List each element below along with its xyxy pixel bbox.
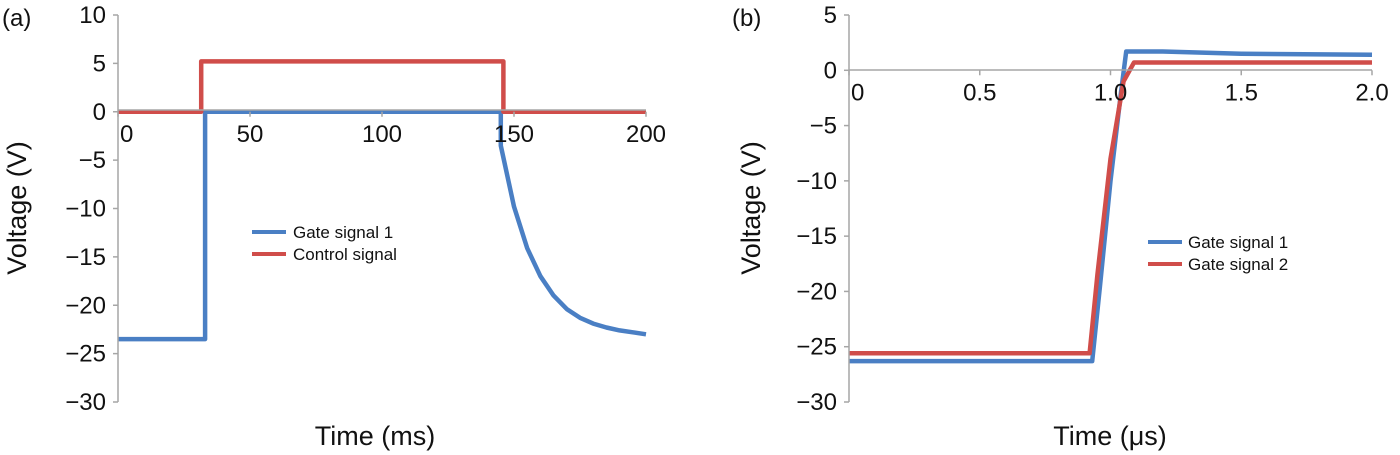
panel-b-xtick-label: 0 xyxy=(851,79,864,106)
panel-b-ticks: 5 0 −5 −10 −15 −20 −25 −30 0 0.5 1.0 1.5 2.0 xyxy=(796,2,1388,416)
panel-a-xtick-label: 200 xyxy=(626,121,666,148)
panel-a-xtick-label: 50 xyxy=(237,121,264,148)
panel-b-ytick-label: −30 xyxy=(796,389,837,416)
panel-b-ytick-label: −10 xyxy=(796,168,837,195)
panel-b-label: (b) xyxy=(732,5,761,32)
panel-b-ylabel: Voltage (V) xyxy=(736,141,766,275)
panel-a-legend-label-control: Control signal xyxy=(293,245,397,264)
panel-b-xtick-label: 1.0 xyxy=(1094,79,1127,106)
panel-a-legend-label-gate1: Gate signal 1 xyxy=(293,223,393,242)
panel-b-xlabel: Time (μs) xyxy=(1053,421,1167,451)
panel-a-ytick-label: 0 xyxy=(93,99,106,126)
panel-a-xlabel: Time (ms) xyxy=(315,421,435,451)
panel-b-series-2-line xyxy=(849,60,1372,356)
panel-b-ytick-label: −5 xyxy=(810,113,837,140)
panel-b: (b) 5 0 −5 −10 −15 −20 −25 −30 0 0.5 1.0 1.5 2.0 Tim… xyxy=(732,2,1389,451)
panel-b-legend-label-gate2: Gate signal 2 xyxy=(1188,255,1288,274)
panel-a-series-1-line xyxy=(118,109,647,342)
panel-a-label: (a) xyxy=(2,5,31,32)
panel-a-ytick-label: −10 xyxy=(65,196,106,223)
panel-a-series-2-line xyxy=(118,59,646,115)
panel-b-ytick-label: −20 xyxy=(796,278,837,305)
panel-b-series-layer xyxy=(849,49,1373,364)
panel-b-xtick-label: 1.5 xyxy=(1225,79,1258,106)
panel-a-xtick-label: 100 xyxy=(362,121,402,148)
panel-a-ylabel: Voltage (V) xyxy=(2,141,32,275)
panel-b-ytick-label: 5 xyxy=(824,2,837,29)
panel-a-ytick-label: −30 xyxy=(65,389,106,416)
panel-b-ytick-label: −15 xyxy=(796,223,837,250)
panel-b-ytick-label: 0 xyxy=(824,57,837,84)
panel-b-xtick-label: 0.5 xyxy=(963,79,996,106)
panel-b-ytick-label: −25 xyxy=(796,334,837,361)
panel-a-ytick-label: 10 xyxy=(79,2,106,29)
panel-a-series-layer xyxy=(118,59,647,342)
panel-b-xtick-label: 2.0 xyxy=(1355,79,1388,106)
panel-b-legend-label-gate1: Gate signal 1 xyxy=(1188,233,1288,252)
panel-b-legend: Gate signal 1 Gate signal 2 xyxy=(1148,233,1288,274)
panel-a-ytick-label: 5 xyxy=(93,50,106,77)
panel-a-ytick-label: −25 xyxy=(65,341,106,368)
panel-a-legend: Gate signal 1 Control signal xyxy=(252,223,397,264)
panel-a-ytick-label: −5 xyxy=(79,147,106,174)
panel-a-ytick-label: −15 xyxy=(65,244,106,271)
panel-a-xtick-label: 0 xyxy=(120,121,133,148)
panel-a-xtick-label: 150 xyxy=(494,121,534,148)
panel-a-ytick-label: −20 xyxy=(65,292,106,319)
